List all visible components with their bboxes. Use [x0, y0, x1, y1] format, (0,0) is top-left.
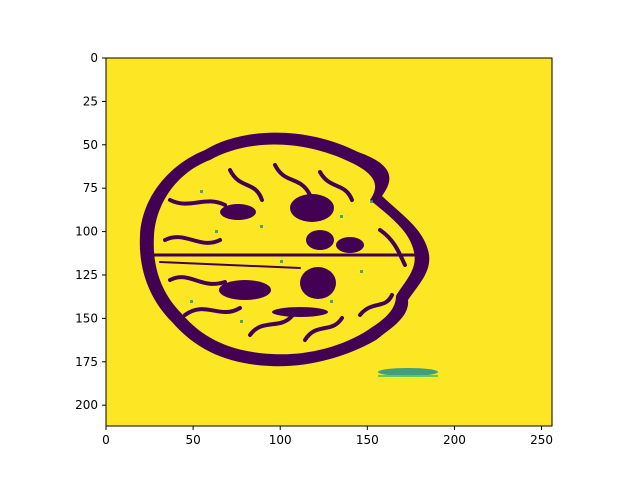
texture-speckle — [190, 190, 373, 323]
brain-ventricles — [219, 194, 364, 317]
brain-gyri — [148, 163, 422, 342]
x-tick-label: 50 — [185, 433, 200, 447]
heatmap-image — [106, 58, 552, 426]
axes-frame — [105, 57, 553, 427]
y-tick-label: 25 — [83, 94, 98, 108]
x-tick-label: 0 — [102, 433, 110, 447]
artifact-strip — [378, 368, 438, 377]
y-tick-label: 150 — [75, 311, 98, 325]
y-tick-label: 125 — [75, 268, 98, 282]
x-tick-label: 100 — [269, 433, 292, 447]
x-tick-label: 250 — [530, 433, 553, 447]
y-tick-label: 100 — [75, 225, 98, 239]
y-axis: 0 25 50 75 100 125 150 175 200 — [75, 51, 106, 412]
y-tick-label: 200 — [75, 398, 98, 412]
y-tick-label: 75 — [83, 181, 98, 195]
x-tick-label: 150 — [356, 433, 379, 447]
y-tick-label: 0 — [90, 51, 98, 65]
x-axis: 0 50 100 150 200 250 — [102, 426, 553, 447]
x-tick-label: 200 — [443, 433, 466, 447]
y-tick-label: 175 — [75, 355, 98, 369]
y-tick-label: 50 — [83, 138, 98, 152]
